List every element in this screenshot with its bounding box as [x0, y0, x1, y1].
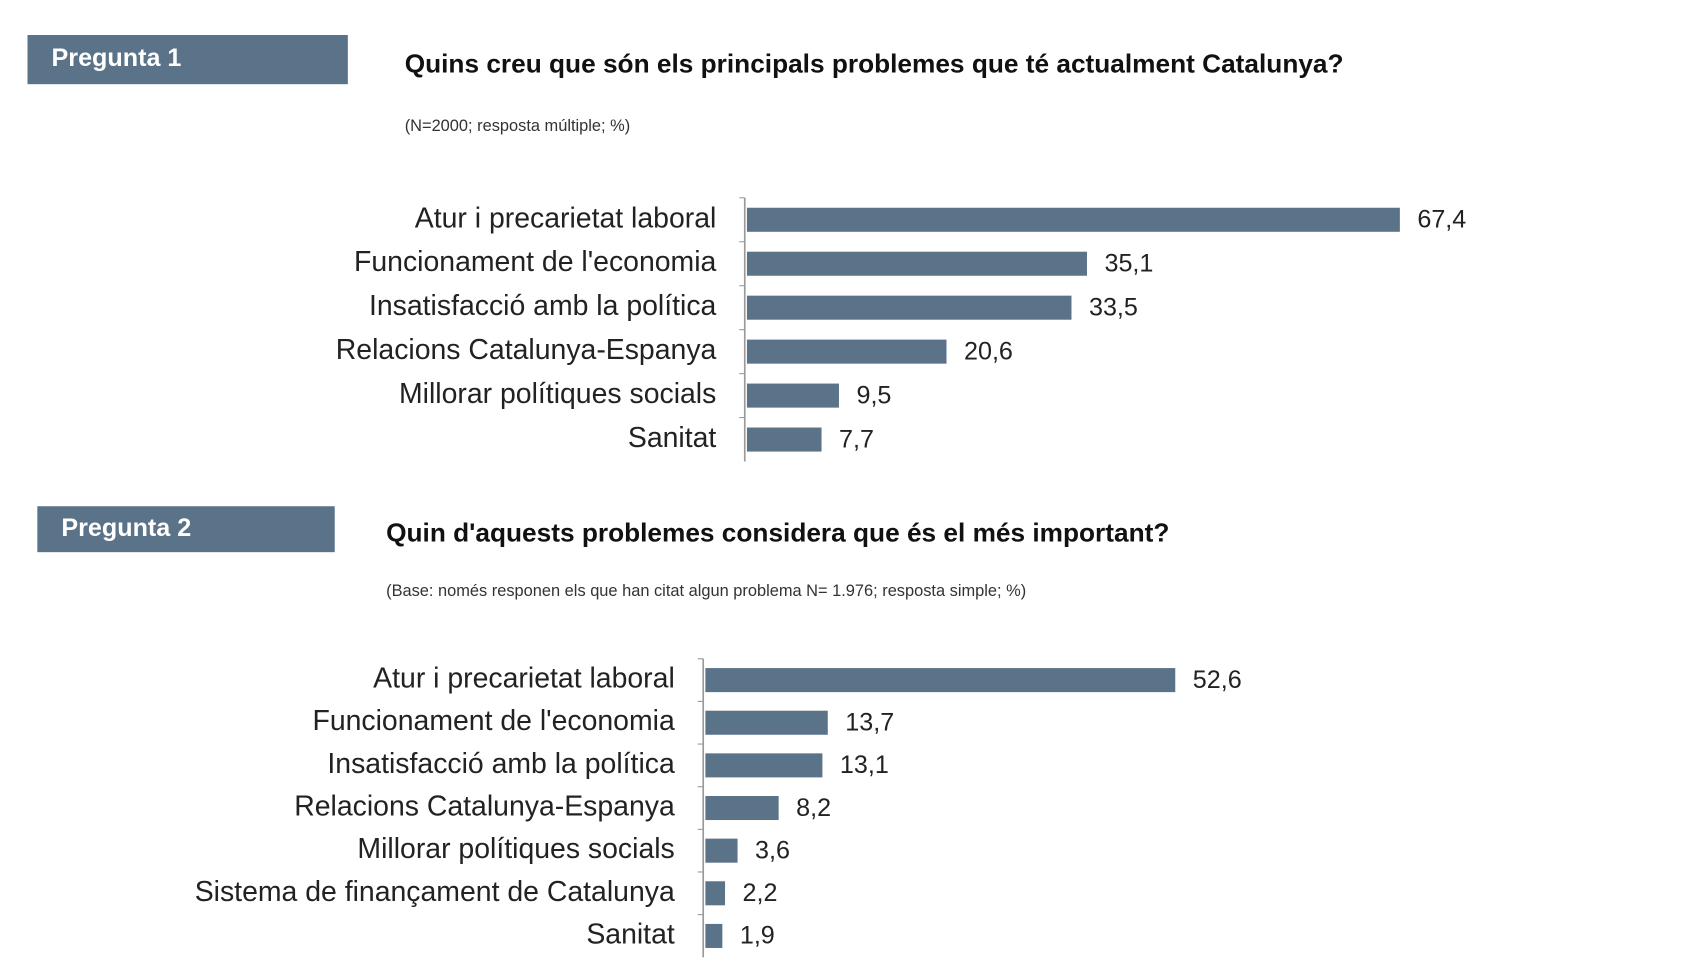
- category-label: Millorar polítiques socials: [399, 378, 716, 410]
- category-label: Relacions Catalunya-Espanya: [336, 334, 717, 366]
- category-label: Insatisfacció amb la política: [327, 748, 675, 780]
- value-label: 20,6: [964, 337, 1013, 365]
- bar: [746, 251, 1087, 276]
- value-label: 67,4: [1417, 206, 1466, 234]
- question-badge: [37, 506, 335, 553]
- bar: [705, 923, 723, 948]
- value-label: 3,6: [755, 836, 790, 864]
- bar: [705, 668, 1176, 693]
- category-label: Sanitat: [586, 918, 675, 950]
- chart-subtitle: (N=2000; resposta múltiple; %): [405, 117, 630, 135]
- value-label: 35,1: [1104, 249, 1153, 277]
- bar: [705, 753, 823, 778]
- badge-label: Pregunta 1: [52, 44, 182, 72]
- category-label: Sanitat: [628, 422, 717, 454]
- question-badge: [27, 34, 348, 85]
- value-label: 9,5: [856, 381, 891, 409]
- value-label: 52,6: [1193, 666, 1242, 694]
- value-label: 13,7: [845, 708, 894, 736]
- value-label: 8,2: [796, 794, 831, 822]
- value-label: 2,2: [743, 879, 778, 907]
- bar: [746, 207, 1400, 232]
- value-label: 7,7: [839, 425, 874, 453]
- chart-title: Quin d'aquests problemes considera que é…: [386, 518, 1169, 548]
- category-label: Atur i precarietat laboral: [373, 663, 675, 695]
- category-label: Sistema de finançament de Catalunya: [195, 876, 675, 908]
- bar: [746, 427, 822, 452]
- value-label: 1,9: [740, 922, 775, 950]
- value-label: 33,5: [1089, 293, 1138, 321]
- chart-title: Quins creu que són els principals proble…: [405, 49, 1344, 79]
- category-label: Funcionament de l'economia: [312, 705, 674, 737]
- category-label: Millorar polítiques socials: [357, 833, 674, 865]
- category-label: Atur i precarietat laboral: [415, 202, 717, 234]
- bar: [705, 881, 726, 906]
- category-label: Relacions Catalunya-Espanya: [294, 791, 675, 823]
- category-label: Insatisfacció amb la política: [369, 290, 717, 322]
- bar: [746, 339, 947, 364]
- bar: [705, 795, 779, 821]
- bar: [705, 838, 738, 863]
- bar: [746, 383, 839, 408]
- category-label: Funcionament de l'economia: [354, 246, 716, 278]
- bar: [705, 710, 828, 735]
- value-label: 13,1: [840, 751, 889, 779]
- bar: [746, 295, 1072, 320]
- chart-subtitle: (Base: només responen els que han citat …: [386, 582, 1026, 600]
- badge-label: Pregunta 2: [61, 514, 191, 542]
